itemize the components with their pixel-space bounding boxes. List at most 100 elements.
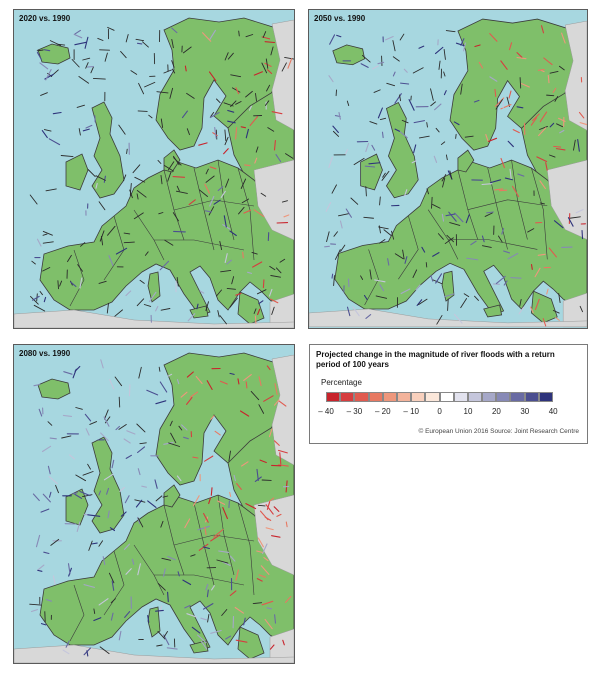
- river-segment: [440, 141, 446, 146]
- river-segment: [124, 611, 131, 618]
- river-segment: [264, 100, 270, 106]
- river-segment: [163, 442, 174, 445]
- river-segment: [82, 494, 93, 498]
- river-segment: [216, 559, 229, 564]
- river-segment: [229, 372, 235, 375]
- river-segment: [416, 299, 423, 306]
- river-segment: [464, 135, 474, 138]
- river-segment: [87, 514, 101, 517]
- legend-tick-labels: – 40 – 30 – 20 – 10 0 10 20 30 40: [318, 407, 582, 417]
- river-segment: [394, 93, 402, 104]
- river-segment: [77, 264, 83, 272]
- river-segment: [222, 507, 228, 520]
- country-border: [154, 239, 245, 251]
- river-segment: [217, 310, 220, 318]
- river-segment: [220, 190, 226, 198]
- country-border: [467, 199, 548, 210]
- river-segment: [345, 208, 352, 218]
- river-segment: [229, 590, 237, 597]
- legend-swatch: [396, 392, 412, 402]
- river-segment: [109, 379, 115, 390]
- legend-swatch: [326, 392, 341, 402]
- river-segment: [548, 247, 557, 258]
- river-segment: [368, 162, 381, 165]
- river-segment: [394, 253, 404, 260]
- river-segment: [538, 127, 547, 137]
- legend-swatch: [382, 392, 397, 402]
- river-segment: [435, 127, 440, 133]
- river-segment: [274, 614, 277, 624]
- country-border: [398, 215, 419, 280]
- river-segment: [186, 613, 198, 618]
- river-segment: [372, 65, 379, 70]
- country-border: [69, 249, 85, 307]
- legend-tick: – 40: [318, 407, 334, 416]
- legend: Projected change in the magnitude of riv…: [309, 344, 588, 444]
- river-segment: [135, 38, 145, 42]
- river-segment: [259, 459, 267, 464]
- river-segment: [98, 280, 107, 284]
- land-area: [37, 378, 71, 400]
- river-segment: [254, 157, 258, 164]
- river-segment: [434, 46, 444, 55]
- river-segment: [517, 173, 525, 177]
- river-segment: [208, 206, 215, 216]
- river-segment: [273, 440, 280, 446]
- river-segment: [163, 631, 168, 638]
- river-segment: [202, 603, 214, 610]
- river-segment: [157, 159, 162, 164]
- river-segment: [93, 608, 96, 614]
- river-segment: [49, 40, 62, 46]
- river-segment: [243, 374, 252, 381]
- river-segment: [73, 33, 83, 39]
- river-segment: [107, 225, 116, 236]
- river-segment: [208, 497, 212, 505]
- river-segment: [243, 209, 252, 214]
- river-segment: [441, 174, 447, 182]
- river-segment: [549, 122, 555, 128]
- river-segment: [381, 131, 384, 139]
- river-segment: [326, 231, 330, 243]
- river-segment: [171, 68, 176, 74]
- river-segment: [159, 260, 170, 271]
- river-segment: [245, 381, 248, 389]
- river-segment: [167, 555, 176, 561]
- river-segment: [287, 58, 293, 69]
- river-segment: [444, 293, 455, 298]
- river-segment: [67, 563, 71, 575]
- river-segment: [190, 554, 196, 557]
- river-segment: [256, 578, 263, 582]
- river-segment: [238, 206, 245, 215]
- river-segment: [385, 36, 394, 41]
- river-segment: [172, 155, 180, 166]
- river-segment: [236, 483, 242, 490]
- river-segment: [40, 92, 48, 96]
- river-segment: [577, 138, 580, 152]
- country-border: [364, 249, 379, 306]
- river-segment: [42, 267, 51, 272]
- river-segment: [260, 192, 267, 197]
- river-segment: [266, 69, 273, 75]
- river-segment: [176, 379, 180, 385]
- river-segment: [219, 380, 228, 385]
- river-segment: [441, 213, 445, 222]
- river-segment: [338, 111, 341, 120]
- river-segment: [484, 212, 493, 217]
- river-segment: [387, 258, 390, 266]
- river-segment: [235, 292, 242, 296]
- river-segment: [106, 302, 109, 314]
- river-segment: [136, 42, 143, 45]
- river-segment: [453, 313, 463, 324]
- legend-color-scale: [326, 392, 553, 402]
- river-segment: [32, 493, 40, 502]
- river-segment: [146, 389, 159, 396]
- river-segment: [175, 190, 188, 194]
- land-area: [385, 101, 419, 199]
- river-segment: [227, 52, 234, 60]
- river-segment: [231, 87, 241, 93]
- outside-coverage-area: [309, 308, 587, 328]
- river-segment: [433, 155, 438, 163]
- river-segment: [52, 575, 56, 585]
- river-segment: [402, 249, 405, 260]
- river-segment: [119, 486, 125, 492]
